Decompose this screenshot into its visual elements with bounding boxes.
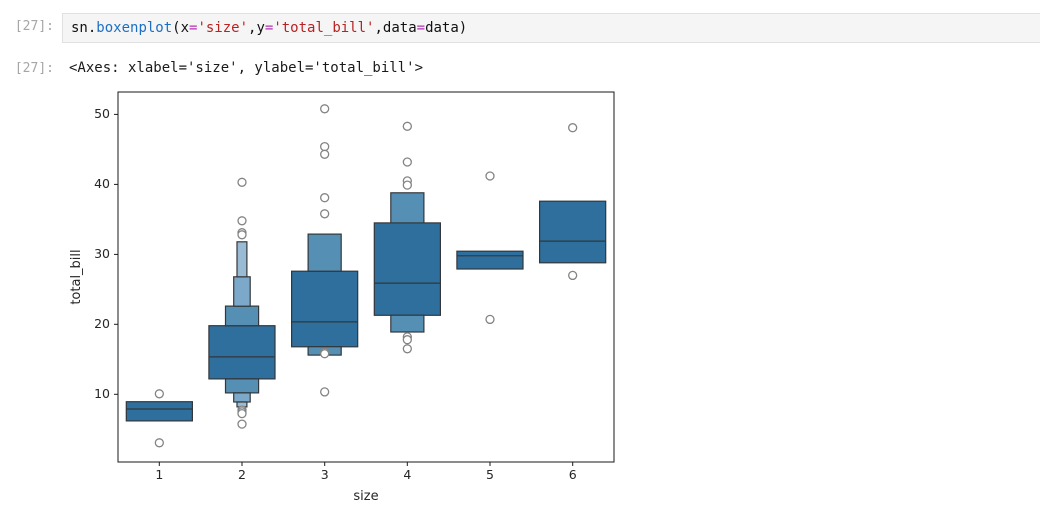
boxen-box-size-4: [390, 314, 425, 333]
outlier-point-size-3: [320, 104, 330, 114]
outlier-point-size-4: [402, 344, 412, 354]
outlier-point-size-3: [320, 387, 330, 397]
code-token-plain: (x: [172, 20, 190, 36]
outlier-point-size-3: [320, 193, 330, 203]
y-axis-label: total_bill: [69, 249, 84, 304]
y-tick-label: 40: [94, 176, 110, 191]
boxen-box-size-5: [456, 250, 524, 270]
boxen-box-size-2: [224, 378, 260, 394]
outlier-point-size-2: [237, 177, 247, 187]
y-tick-label: 20: [94, 316, 110, 331]
boxen-box-size-4: [390, 192, 425, 224]
outlier-point-size-5: [485, 314, 495, 325]
input-prompt: [27]:: [14, 19, 54, 34]
outlier-point-size-4: [402, 335, 412, 345]
outlier-point-size-4: [402, 157, 412, 167]
output-prompt: [27]:: [14, 61, 54, 76]
code-token-operator: =: [264, 20, 274, 36]
y-tick-label: 30: [94, 246, 110, 261]
outlier-point-size-3: [320, 149, 330, 159]
code-line: sn.boxenplot(x='size',y='total_bill',dat…: [63, 20, 467, 36]
y-tick-label: 10: [94, 386, 110, 401]
x-tick-label: 3: [321, 467, 329, 482]
boxen-box-size-1: [125, 401, 194, 422]
outlier-point-size-4: [402, 180, 412, 190]
x-tick-label: 6: [569, 467, 577, 482]
axes-spines: [117, 91, 615, 463]
boxen-box-size-3: [307, 233, 342, 272]
x-tick-label: 1: [155, 467, 163, 482]
outlier-point-size-6: [568, 270, 578, 281]
code-token-operator: =: [416, 20, 426, 36]
boxen-box-size-2: [224, 305, 260, 327]
boxen-box-size-2: [233, 392, 251, 403]
outlier-point-size-2: [237, 216, 247, 226]
code-token-plain: ,data: [374, 20, 417, 36]
outlier-point-size-3: [320, 141, 330, 152]
boxen-box-size-2: [208, 325, 276, 380]
code-token-operator: =: [189, 20, 198, 36]
boxen-box-size-2: [233, 276, 251, 307]
outlier-point-size-1: [154, 438, 164, 448]
boxen-box-size-4: [373, 222, 441, 316]
outlier-point-size-2: [237, 419, 247, 429]
figure-output: 10 20 30 40 50 1 2 3 4 5 6 size total_bill: [0, 85, 680, 510]
boxenplot-figure: 10 20 30 40 50 1 2 3 4 5 6 size total_bill: [69, 91, 615, 504]
boxen-box-size-3: [291, 270, 359, 348]
code-token-plain: sn.: [71, 20, 97, 36]
x-tick-label: 5: [486, 467, 494, 482]
code-cell-editor[interactable]: sn.boxenplot(x='size',y='total_bill',dat…: [62, 13, 1040, 43]
y-tick-label: 50: [94, 106, 110, 121]
code-token-string: 'size': [197, 20, 249, 36]
output-text-repr: <Axes: xlabel='size', ylabel='total_bill…: [69, 60, 424, 76]
x-tick-label: 2: [238, 467, 246, 482]
boxen-box-size-6: [538, 200, 607, 264]
outlier-point-size-2: [237, 408, 247, 419]
outlier-point-size-2: [237, 230, 247, 240]
boxen-box-size-2: [236, 241, 248, 278]
x-tick-label: 4: [403, 467, 411, 482]
outlier-point-size-3: [320, 209, 330, 219]
code-token-function: boxenplot: [96, 20, 173, 36]
code-token-plain: ,y: [248, 20, 265, 36]
outlier-point-size-4: [402, 121, 412, 131]
outlier-point-size-1: [154, 389, 164, 399]
x-axis-label: size: [353, 489, 378, 504]
code-token-string: 'total_bill': [273, 20, 375, 36]
outlier-point-size-6: [568, 123, 578, 133]
code-token-plain: data): [425, 20, 468, 36]
outlier-point-size-3: [320, 349, 330, 359]
outlier-point-size-5: [485, 171, 495, 181]
